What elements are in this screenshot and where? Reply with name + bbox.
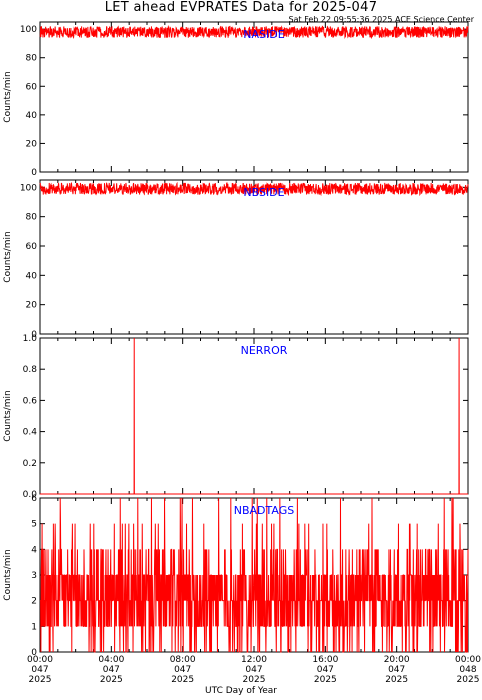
x-tick-label: 00:00 (27, 655, 53, 665)
y-tick-label: 1.0 (23, 334, 38, 344)
x-tick-label: 2025 (385, 675, 408, 685)
y-axis-label: Counts/min (3, 390, 13, 441)
y-tick-label: 100 (20, 183, 37, 193)
y-tick-label: 0.2 (23, 459, 37, 469)
x-tick-label: 12:00 (241, 655, 267, 665)
panel-frame (39, 21, 469, 173)
x-tick-label: 047 (31, 665, 48, 675)
y-axis-label: Counts/min (3, 231, 13, 282)
y-tick-label: 0.8 (23, 365, 38, 375)
panel-nbside: 0 20 40 60 80 100 Counts/min NBSIDE (3, 179, 469, 340)
series-line-naside (39, 24, 469, 40)
y-tick-label: 80 (26, 213, 38, 223)
y-tick-label: 0.0 (23, 490, 38, 500)
x-tick-label: 2025 (29, 675, 52, 685)
y-tick-label: 20 (26, 139, 38, 149)
page-title: LET ahead EVPRATES Data for 2025-047 (104, 0, 378, 15)
x-tick-label: 20:00 (384, 655, 410, 665)
panel-frame (39, 179, 469, 335)
x-tick-label: 048 (459, 665, 476, 675)
x-tick-label: 047 (103, 665, 120, 675)
panel-nbadtags: 0 1 2 3 4 5 6 Counts/min NBADTAGS (3, 494, 469, 658)
y-tick-label: 6 (31, 494, 37, 504)
panel-label: NASIDE (243, 28, 284, 41)
timestamp: Sat Feb 22 09:55:36 2025 ACE Science Cen… (288, 15, 474, 24)
y-tick-label: 1 (31, 622, 37, 632)
x-tick-label: 2025 (171, 675, 194, 685)
y-tick-label: 4 (31, 545, 37, 555)
y-tick-label: 0.4 (23, 428, 38, 438)
x-tick-label: 16:00 (312, 655, 338, 665)
x-tick-label: 04:00 (98, 655, 124, 665)
y-tick-label: 0 (31, 648, 37, 658)
y-tick-label: 5 (31, 520, 37, 530)
y-tick-label: 60 (26, 82, 38, 92)
x-tick-label: 2025 (243, 675, 266, 685)
panel-label: NBADTAGS (234, 504, 294, 517)
y-tick-label: 0 (31, 168, 37, 178)
y-tick-label: 3 (31, 571, 37, 581)
y-tick-label: 0.6 (23, 396, 38, 406)
panel-label: NERROR (241, 344, 288, 357)
y-tick-label: 2 (31, 597, 37, 607)
y-tick-label: 100 (20, 25, 37, 35)
panel-nerror: 0.0 0.2 0.4 0.6 0.8 1.0 Counts/min NERROR (3, 334, 469, 500)
x-tick-label: 00:00 (455, 655, 481, 665)
y-tick-label: 40 (26, 271, 38, 281)
series-line-nbside (39, 181, 469, 197)
x-axis-label: UTC Day of Year (205, 686, 277, 696)
x-tick-label: 047 (388, 665, 405, 675)
x-tick-label: 047 (245, 665, 262, 675)
series-line-nerror (40, 337, 468, 495)
y-tick-label: 20 (26, 301, 38, 311)
y-tick-label: 60 (26, 242, 38, 252)
x-tick-label: 2025 (314, 675, 337, 685)
x-tick-label: 08:00 (170, 655, 196, 665)
y-tick-label: 80 (26, 54, 38, 64)
panel-frame (39, 337, 469, 495)
y-axis-label: Counts/min (3, 549, 13, 600)
panel-naside: 0 20 40 60 80 100 Counts/min NASIDE (3, 21, 469, 178)
panel-label: NBSIDE (243, 186, 284, 199)
series-line-nbadtags (40, 497, 469, 653)
x-tick-label: 047 (317, 665, 334, 675)
x-tick-label: 2025 (100, 675, 123, 685)
x-tick-label: 047 (174, 665, 191, 675)
y-tick-label: 40 (26, 111, 38, 121)
x-tick-label: 2025 (457, 675, 480, 685)
y-axis-label: Counts/min (3, 71, 13, 122)
y-tick-label: 0 (31, 330, 37, 340)
